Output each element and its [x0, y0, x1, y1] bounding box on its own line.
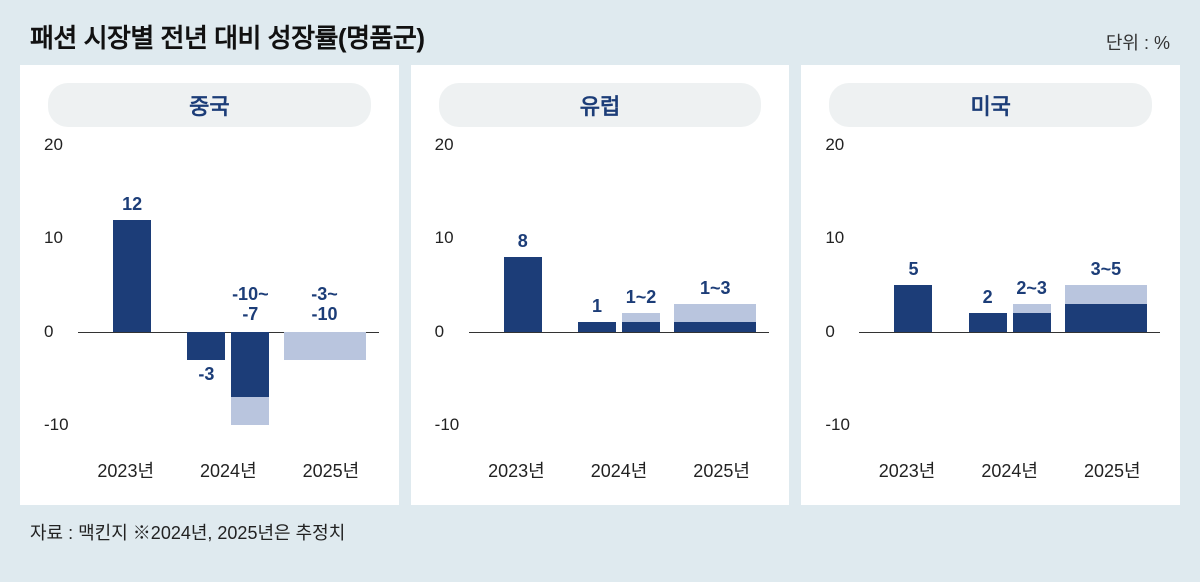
bar-group: -3 [187, 145, 225, 425]
bar-overlay [622, 313, 660, 322]
bar-group: 2~3 [1013, 145, 1051, 425]
x-tick-label: 2024년 [200, 457, 257, 483]
bar-group: 3~5 [1065, 145, 1147, 425]
bar-group: 1~3 [674, 145, 756, 425]
y-tick-label: 10 [825, 228, 844, 248]
y-tick-label: -10 [435, 415, 460, 435]
bar [504, 257, 542, 332]
bar [284, 332, 366, 360]
bars-row: 12 -3 -10~ -7 -3~ -10 [78, 145, 379, 425]
bars-row: 8 1 1~2 1~3 [469, 145, 770, 425]
y-tick-label: 10 [435, 228, 454, 248]
y-tick-label: 0 [825, 322, 834, 342]
chart-header: 패션 시장별 전년 대비 성장률(명품군) 단위 : % [20, 18, 1180, 65]
bar [894, 285, 932, 332]
bar-overlay [231, 397, 269, 425]
bar [578, 322, 616, 331]
value-label: 12 [122, 194, 142, 215]
x-tick-label: 2024년 [591, 457, 648, 483]
bar [187, 332, 225, 360]
value-label: -3 [198, 364, 214, 385]
chart-title: 패션 시장별 전년 대비 성장률(명품군) [30, 18, 425, 55]
region-label: 유럽 [439, 83, 762, 127]
bar-group: -3~ -10 [284, 145, 366, 425]
bar-group: 1~2 [622, 145, 660, 425]
value-label: -10~ -7 [232, 284, 269, 325]
y-tick-label: 0 [44, 322, 53, 342]
y-tick-label: 20 [825, 135, 844, 155]
bar-overlay [1013, 304, 1051, 313]
bar-group: 2 [969, 145, 1007, 425]
value-label: 8 [518, 231, 528, 252]
chart-panel: 미국 -10 0 10 20 5 2 2~3 3~5 2023년 2024년 2025년 [801, 65, 1180, 505]
x-tick-label: 2023년 [488, 457, 545, 483]
y-tick-label: 20 [44, 135, 63, 155]
region-label: 미국 [829, 83, 1152, 127]
bar [969, 313, 1007, 332]
bars-row: 5 2 2~3 3~5 [859, 145, 1160, 425]
value-label: 2 [983, 287, 993, 308]
bar-group: -10~ -7 [231, 145, 269, 425]
chart-source: 자료 : 맥킨지 ※2024년, 2025년은 추정치 [20, 505, 1180, 545]
region-label: 중국 [48, 83, 371, 127]
chart-unit: 단위 : % [1106, 29, 1170, 55]
value-label: -3~ -10 [311, 284, 338, 325]
value-label: 2~3 [1016, 278, 1047, 299]
bar-group: 12 [113, 145, 151, 425]
value-label: 5 [908, 259, 918, 280]
x-tick-label: 2023년 [97, 457, 154, 483]
bar [1065, 304, 1147, 332]
value-label: 1~3 [700, 278, 731, 299]
y-tick-label: -10 [825, 415, 850, 435]
bar-group: 5 [894, 145, 932, 425]
x-tick-label: 2025년 [1084, 457, 1141, 483]
y-tick-label: -10 [44, 415, 69, 435]
plot-area: -10 0 10 20 8 1 1~2 1~3 [421, 137, 780, 457]
plot-area: -10 0 10 20 5 2 2~3 3~5 [811, 137, 1170, 457]
bar-overlay [674, 304, 756, 323]
value-label: 1~2 [626, 287, 657, 308]
chart-panel: 중국-100102012-3-10~ -7-3~ -102023년2024년20… [20, 65, 399, 505]
value-label: 3~5 [1091, 259, 1122, 280]
bar-overlay [1065, 285, 1147, 304]
chart-panels: 중국-100102012-3-10~ -7-3~ -102023년2024년20… [20, 65, 1180, 505]
bar-group: 8 [504, 145, 542, 425]
x-tick-label: 2024년 [981, 457, 1038, 483]
x-labels: 2023년 2024년 2025년 [459, 457, 780, 487]
x-labels: 2023년 2024년 2025년 [68, 457, 389, 487]
x-tick-label: 2025년 [303, 457, 360, 483]
y-tick-label: 10 [44, 228, 63, 248]
plot-area: -10 0 10 20 12 -3 -10~ -7 -3~ -10 [30, 137, 389, 457]
x-tick-label: 2023년 [879, 457, 936, 483]
bar [674, 322, 756, 331]
x-labels: 2023년 2024년 2025년 [849, 457, 1170, 487]
chart-panel: 유럽 -10 0 10 20 8 1 1~2 1~3 2023년 2024년 2025년 [411, 65, 790, 505]
value-label: 1 [592, 296, 602, 317]
y-tick-label: 0 [435, 322, 444, 342]
y-tick-label: 20 [435, 135, 454, 155]
bar-group: 1 [578, 145, 616, 425]
bar [113, 220, 151, 332]
x-tick-label: 2025년 [693, 457, 750, 483]
